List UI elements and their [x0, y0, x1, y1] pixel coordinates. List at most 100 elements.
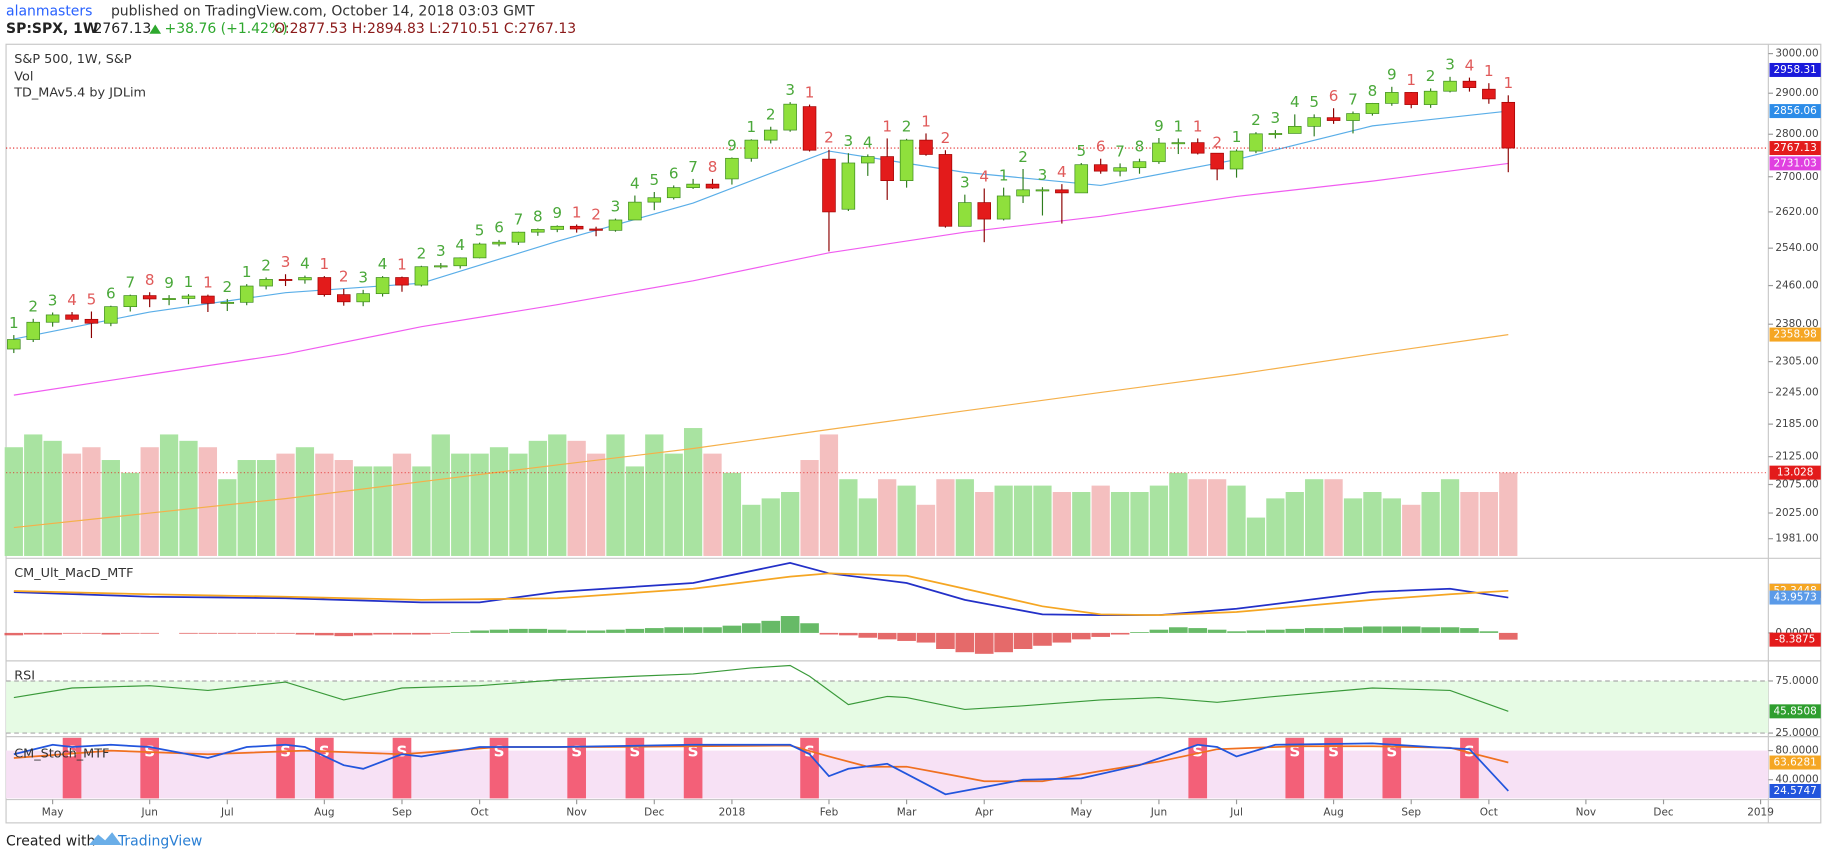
volume-bar [121, 472, 140, 556]
histogram-bar [276, 632, 295, 634]
histogram-bar [955, 632, 975, 653]
volume-bar [392, 453, 412, 556]
volume-bar [1421, 492, 1440, 556]
sell-signal-label: S [629, 742, 640, 760]
histogram-bar [664, 627, 684, 633]
td-count: 1 [1232, 128, 1242, 146]
histogram-bar [295, 632, 315, 635]
footer-brand[interactable]: TradingView [117, 834, 202, 850]
histogram-bar [1188, 628, 1208, 633]
candle-body [569, 225, 584, 230]
volume-bar [1091, 485, 1110, 556]
histogram-bar [1401, 626, 1421, 633]
histogram-bar [450, 632, 470, 633]
td-count: 2 [261, 256, 271, 274]
volume-bar [1246, 517, 1266, 556]
volume-bar [1208, 479, 1227, 556]
histogram-bar [1207, 629, 1227, 633]
td-count: 3 [358, 269, 368, 287]
candle-body [880, 156, 894, 182]
td-count: 8 [1135, 138, 1145, 156]
candle-body [1462, 80, 1477, 88]
volume-bar [800, 460, 819, 556]
td-count: 1 [184, 273, 194, 291]
sell-signal [276, 737, 295, 799]
x-tick-label: May [1070, 806, 1092, 818]
volume-bar [683, 428, 703, 556]
td-count: 6 [1096, 138, 1106, 156]
histogram-bar [1168, 627, 1188, 633]
td-count: 1 [921, 112, 931, 130]
volume-bar [159, 434, 179, 556]
volume-bar [586, 453, 606, 556]
td-count: 2 [417, 245, 427, 263]
indicator-line [13, 744, 1509, 783]
volume-bar [451, 453, 470, 556]
price-badge-label: 24.5747 [1773, 785, 1816, 797]
candle-body [1346, 113, 1360, 121]
histogram-bar [217, 632, 237, 634]
price-badge [1769, 590, 1821, 605]
y-tick-label: 2460.00 [1775, 280, 1818, 292]
volume-bar [916, 504, 936, 556]
histogram-bar [509, 628, 528, 633]
published: published on TradingView.com, October 14… [111, 4, 535, 20]
indicator-line [13, 742, 1509, 796]
td-count: 4 [1290, 93, 1300, 111]
sell-signal-label: S [1328, 742, 1339, 760]
brand-logo[interactable] [88, 832, 122, 846]
volume-bar [101, 460, 120, 556]
histogram-bar [392, 632, 412, 635]
y-tick-label: 80.0000 [1775, 745, 1818, 757]
histogram-bar [644, 628, 664, 633]
volume-bar [82, 447, 101, 556]
volume-bar [509, 453, 528, 556]
volume-bar [1227, 485, 1246, 556]
volume-bar [567, 440, 586, 556]
td-count: 9 [164, 274, 174, 292]
candle-body [453, 257, 467, 267]
td-count: 2 [824, 129, 834, 147]
candle-body [1016, 189, 1030, 197]
td-count: 3 [1038, 166, 1048, 184]
histogram-bar [1343, 627, 1363, 633]
td-count: 9 [1154, 117, 1164, 135]
sell-signal-label: S [1386, 742, 1397, 760]
candle-body [938, 154, 953, 227]
candle-body [589, 228, 603, 231]
td-count: 7 [1348, 90, 1358, 108]
candle-body [550, 225, 565, 230]
td-count: 3 [48, 291, 58, 309]
histogram-bar [819, 632, 839, 635]
volume-bar [528, 440, 547, 556]
histogram-bar [373, 632, 392, 635]
histogram-bar [179, 632, 198, 634]
indicator-line [13, 572, 1509, 617]
volume-bar [1343, 498, 1363, 556]
candle-body [977, 202, 991, 220]
histogram-bar [839, 632, 858, 636]
td-count: 2 [766, 106, 776, 124]
histogram-bar [23, 632, 43, 635]
candle-body [1288, 125, 1302, 134]
td-count: 4 [300, 254, 310, 272]
histogram-bar [431, 632, 451, 634]
td-count: 1 [805, 83, 815, 101]
volume-bar [1460, 492, 1479, 556]
y-tick-label: 2620.00 [1775, 206, 1818, 218]
pane-title: RSI [14, 669, 35, 684]
td-count: 8 [533, 207, 543, 225]
td-count: 6 [106, 285, 116, 303]
td-count: 9 [552, 204, 562, 222]
histogram-bar [1013, 632, 1033, 649]
author[interactable]: alanmasters [6, 4, 92, 20]
histogram-bar [1460, 628, 1479, 633]
price-badge [1769, 783, 1821, 798]
volume-bar [237, 460, 256, 556]
y-tick-label: 2305.00 [1775, 356, 1818, 368]
volume-bar [781, 492, 800, 556]
price-badge-label: 2731.03 [1773, 157, 1816, 169]
td-count: 2 [1251, 111, 1261, 129]
sell-signal [625, 737, 645, 799]
candle-body [686, 183, 700, 188]
